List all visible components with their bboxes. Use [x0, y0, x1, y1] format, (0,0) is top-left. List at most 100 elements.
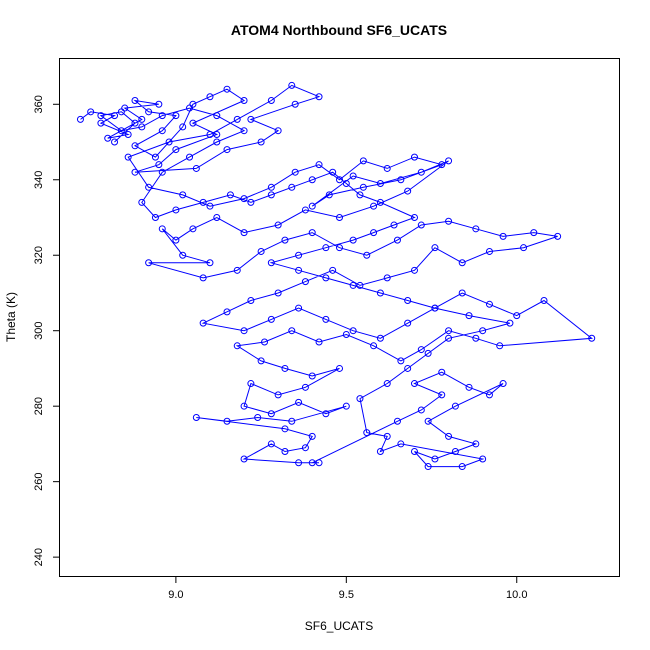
- data-point: [431, 304, 439, 312]
- data-point: [145, 183, 153, 191]
- data-point: [172, 112, 180, 120]
- data-point: [308, 432, 316, 440]
- x-axis-label: SF6_UCATS: [305, 619, 373, 633]
- data-point: [308, 372, 316, 380]
- data-point: [410, 266, 418, 274]
- data-point: [383, 274, 391, 282]
- y-tick-label: 280: [33, 397, 45, 415]
- data-point: [295, 251, 303, 259]
- data-point: [104, 134, 112, 142]
- data-point: [315, 459, 323, 467]
- data-point: [158, 225, 166, 233]
- data-point: [349, 236, 357, 244]
- data-point: [117, 108, 125, 116]
- data-point: [499, 232, 507, 240]
- data-point: [223, 308, 231, 316]
- data-point: [240, 402, 248, 410]
- data-point: [131, 119, 139, 127]
- data-point: [322, 274, 330, 282]
- data-point: [145, 108, 153, 116]
- y-axis-label: Theta (K): [4, 292, 18, 342]
- data-point: [404, 297, 412, 305]
- data-point: [213, 112, 221, 120]
- data-point: [458, 289, 466, 297]
- data-point: [370, 342, 378, 350]
- y-tick-label: 320: [33, 246, 45, 264]
- x-tick-label: 9.5: [339, 589, 354, 601]
- data-point: [322, 244, 330, 252]
- data-point: [267, 410, 275, 418]
- data-point: [472, 440, 480, 448]
- data-point: [131, 97, 139, 105]
- data-point: [363, 251, 371, 259]
- data-point: [431, 244, 439, 252]
- data-point: [465, 312, 473, 320]
- data-point: [445, 432, 453, 440]
- data-point: [438, 368, 446, 376]
- data-point: [376, 334, 384, 342]
- data-point: [499, 380, 507, 388]
- data-point: [336, 244, 343, 252]
- y-tick-label: 340: [33, 171, 45, 189]
- data-point: [336, 213, 343, 221]
- data-point: [295, 459, 303, 467]
- data-point: [485, 300, 493, 308]
- data-point: [445, 334, 453, 342]
- data-point: [424, 463, 432, 471]
- data-point: [458, 463, 466, 471]
- data-point: [356, 281, 364, 289]
- data-point: [554, 232, 562, 240]
- data-point: [240, 229, 248, 237]
- data-point: [329, 266, 337, 274]
- data-point: [322, 410, 330, 418]
- data-point: [410, 213, 418, 221]
- data-point: [410, 380, 418, 388]
- x-tick-label: 10.0: [506, 589, 527, 601]
- data-point: [288, 417, 296, 425]
- plot-frame: [59, 58, 620, 577]
- data-point: [445, 327, 453, 335]
- data-point: [165, 138, 173, 146]
- data-point: [155, 100, 163, 108]
- data-point: [247, 198, 255, 206]
- data-point: [172, 146, 180, 154]
- data-point: [138, 198, 146, 206]
- data-point: [376, 198, 384, 206]
- data-point: [295, 398, 303, 406]
- data-point: [472, 225, 480, 233]
- data-point: [393, 236, 401, 244]
- data-point: [76, 115, 84, 123]
- x-tick-label: 9.0: [168, 589, 183, 601]
- data-point: [240, 455, 248, 463]
- data-point: [240, 97, 248, 105]
- data-point: [189, 119, 197, 127]
- chart-title: ATOM4 Northbound SF6_UCATS: [231, 22, 447, 38]
- data-point: [363, 429, 371, 437]
- data-point: [199, 198, 207, 206]
- y-tick-label: 360: [33, 95, 45, 113]
- data-point: [199, 319, 207, 327]
- data-point: [315, 93, 323, 101]
- data-point: [295, 266, 303, 274]
- data-point: [274, 127, 282, 135]
- data-point: [223, 146, 231, 154]
- data-point: [186, 153, 194, 161]
- data-point: [87, 108, 95, 116]
- data-point: [151, 213, 159, 221]
- data-point: [247, 297, 255, 305]
- data-point: [179, 251, 187, 259]
- data-point: [199, 274, 207, 282]
- data-point: [417, 221, 425, 229]
- data-point: [383, 432, 391, 440]
- data-point: [124, 153, 132, 161]
- series-line: [80, 84, 594, 468]
- data-point: [301, 206, 309, 214]
- data-point: [308, 176, 316, 184]
- data-point: [342, 180, 350, 188]
- data-point: [186, 104, 194, 112]
- data-point: [254, 414, 262, 422]
- data-point: [233, 115, 241, 123]
- data-point: [342, 330, 350, 338]
- data-point: [274, 221, 282, 229]
- data-point: [417, 346, 425, 354]
